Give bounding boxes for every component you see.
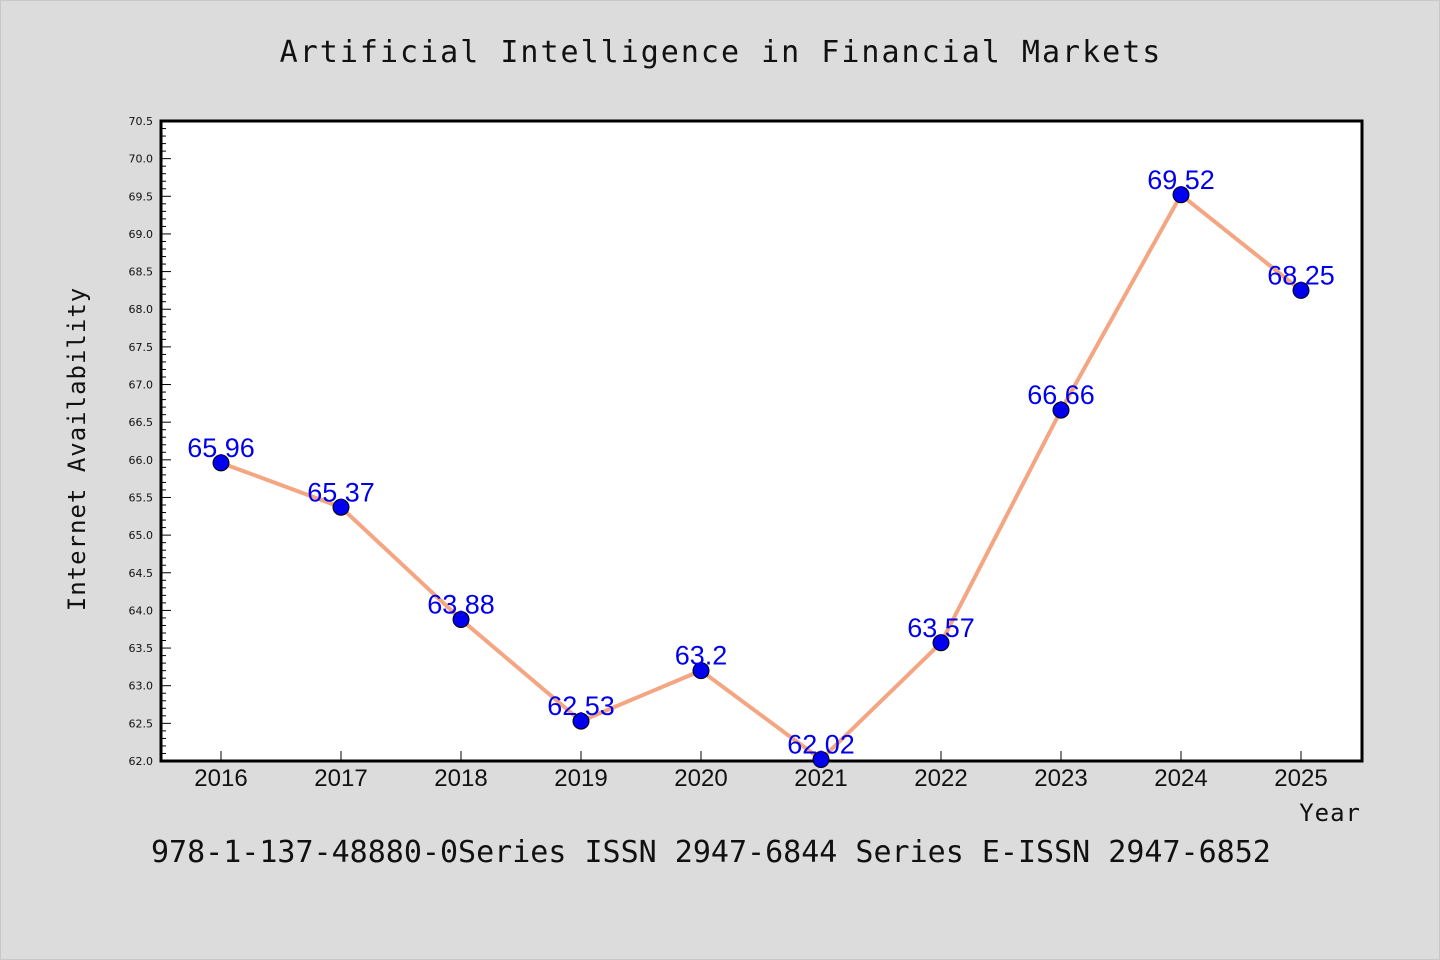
x-axis-label: Year <box>1299 799 1361 827</box>
y-tick-label: 64.0 <box>129 604 154 617</box>
y-axis-label: Internet Availability <box>63 287 91 611</box>
data-label: 63.57 <box>907 613 975 643</box>
data-label: 65.37 <box>307 477 375 507</box>
data-point <box>572 712 590 730</box>
data-point <box>212 454 230 472</box>
data-point <box>812 750 830 768</box>
y-tick-label: 62.5 <box>129 717 154 730</box>
y-tick-label: 63.5 <box>129 642 154 655</box>
y-tick-label: 67.0 <box>129 379 154 392</box>
y-tick-label: 62.0 <box>129 755 154 768</box>
y-tick-label: 68.0 <box>129 303 154 316</box>
y-tick-label: 63.0 <box>129 680 154 693</box>
x-tick-label: 2016 <box>194 765 247 792</box>
data-label: 63.88 <box>427 589 495 619</box>
y-tick-label: 65.0 <box>129 529 154 542</box>
data-label: 62.02 <box>787 729 855 759</box>
y-tick-label: 66.5 <box>129 416 154 429</box>
footer-isbn-text: 978-1-137-48880-0Series ISSN 2947-6844 S… <box>151 835 1271 870</box>
x-tick-label: 2020 <box>674 765 727 792</box>
x-tick-label: 2018 <box>434 765 487 792</box>
y-tick-label: 68.5 <box>129 266 154 279</box>
data-markers <box>212 186 1310 768</box>
y-tick-label: 69.5 <box>129 190 154 203</box>
data-point <box>332 498 350 516</box>
x-tick-label: 2023 <box>1034 765 1087 792</box>
data-label: 62.53 <box>547 691 615 721</box>
y-tick-label: 69.0 <box>129 228 154 241</box>
data-label: 63.2 <box>675 641 728 671</box>
y-axis-ticks: 62.0 62.5 63.0 63.5 64.0 64.5 65.0 65.5 66.0 66.5… <box>129 115 171 768</box>
data-label: 68.25 <box>1267 260 1335 290</box>
data-point <box>452 610 470 628</box>
y-tick-label: 70.5 <box>129 115 154 128</box>
x-tick-label: 2025 <box>1274 765 1327 792</box>
data-point <box>692 662 710 680</box>
chart-title: Artificial Intelligence in Financial Mar… <box>279 35 1163 70</box>
x-tick-label: 2024 <box>1154 765 1207 792</box>
y-tick-label: 65.5 <box>129 491 154 504</box>
data-point <box>1172 186 1190 204</box>
plot-area <box>159 119 1364 763</box>
x-tick-label: 2017 <box>314 765 367 792</box>
y-tick-label: 67.5 <box>129 341 154 354</box>
y-tick-label: 70.0 <box>129 153 154 166</box>
data-label: 69.52 <box>1147 165 1215 195</box>
series-line <box>220 192 1303 762</box>
x-tick-label: 2021 <box>794 765 847 792</box>
x-tick-label: 2019 <box>554 765 607 792</box>
y-tick-label: 66.0 <box>129 454 154 467</box>
data-label: 66.66 <box>1027 380 1095 410</box>
x-tick-label: 2022 <box>914 765 967 792</box>
data-point <box>932 634 950 652</box>
data-label: 65.96 <box>187 433 255 463</box>
data-point <box>1052 401 1070 419</box>
data-labels: 65.96 65.37 63.88 62.53 63.2 62.02 63.57 66.66 6… <box>187 165 1335 760</box>
y-tick-label: 64.5 <box>129 567 154 580</box>
data-point <box>1292 281 1310 299</box>
x-axis-ticks: 2016 2017 2018 2019 2020 2021 2022 2023 2024 2025 <box>194 751 1328 792</box>
